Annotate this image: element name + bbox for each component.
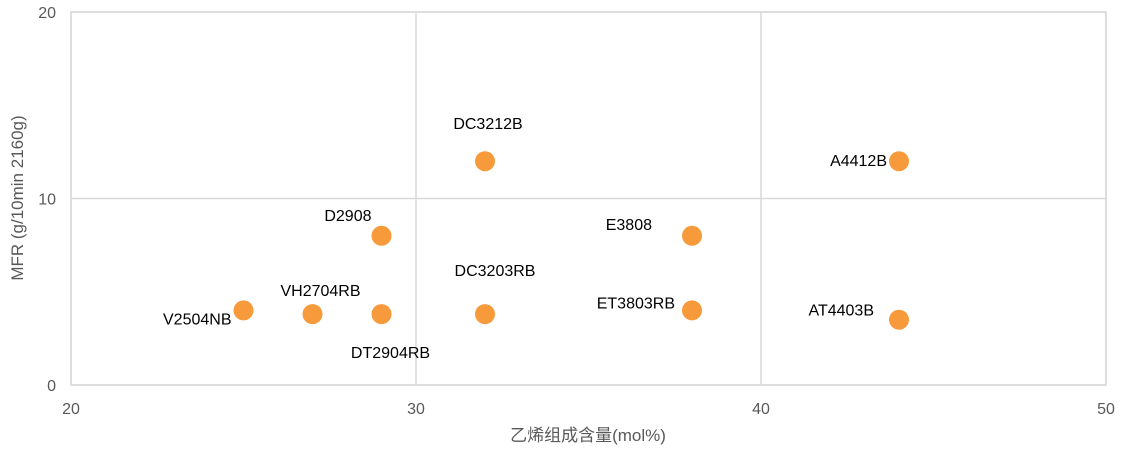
data-label: D2908 bbox=[324, 208, 371, 225]
data-label: ET3803RB bbox=[597, 295, 675, 312]
data-point bbox=[889, 151, 909, 172]
y-tick-label: 20 bbox=[38, 5, 56, 22]
grid-lines bbox=[70, 11, 1107, 386]
data-label: VH2704RB bbox=[280, 283, 360, 300]
data-label: V2504NB bbox=[163, 311, 232, 328]
data-label: DC3212B bbox=[453, 116, 522, 133]
data-label: E3808 bbox=[606, 217, 652, 234]
data-label: DC3203RB bbox=[455, 263, 536, 280]
plot-area-border bbox=[70, 11, 1107, 386]
x-axis-ticks: 20 30 40 50 bbox=[62, 401, 1115, 418]
data-point bbox=[889, 309, 909, 330]
data-point bbox=[682, 225, 702, 246]
data-point bbox=[682, 300, 702, 321]
x-tick-label: 20 bbox=[62, 401, 80, 418]
y-axis-ticks: 0 10 20 bbox=[38, 5, 56, 395]
data-points bbox=[233, 151, 909, 330]
data-labels: V2504NB VH2704RB D2908 DT2904RB DC3212B DC320… bbox=[163, 116, 887, 362]
data-point bbox=[475, 151, 495, 172]
y-axis-title: MFR (g/10min 2160g) bbox=[8, 115, 27, 280]
data-label: A4412B bbox=[830, 153, 887, 170]
x-axis-title: 乙烯组成含量(mol%) bbox=[510, 426, 666, 445]
x-tick-label: 50 bbox=[1097, 401, 1115, 418]
data-point bbox=[371, 225, 392, 246]
data-label: AT4403B bbox=[808, 303, 874, 320]
data-point bbox=[371, 304, 392, 325]
x-tick-label: 40 bbox=[752, 401, 770, 418]
y-tick-label: 10 bbox=[38, 192, 56, 209]
data-point bbox=[475, 304, 495, 325]
y-tick-label: 0 bbox=[47, 378, 56, 395]
data-point bbox=[233, 300, 254, 321]
data-label: DT2904RB bbox=[351, 345, 430, 362]
x-tick-label: 30 bbox=[407, 401, 425, 418]
data-point bbox=[302, 304, 323, 325]
